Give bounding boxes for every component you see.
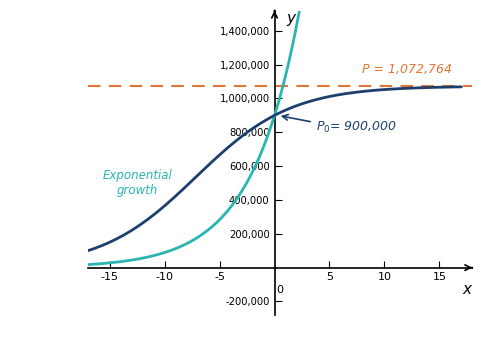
Text: P = 1,072,764: P = 1,072,764 <box>362 63 452 76</box>
Text: $P_0$= 900,000: $P_0$= 900,000 <box>316 120 397 135</box>
Text: Exponential
growth: Exponential growth <box>102 169 172 197</box>
Text: x: x <box>462 282 471 297</box>
Text: y: y <box>286 12 296 27</box>
Text: 0: 0 <box>277 285 283 295</box>
